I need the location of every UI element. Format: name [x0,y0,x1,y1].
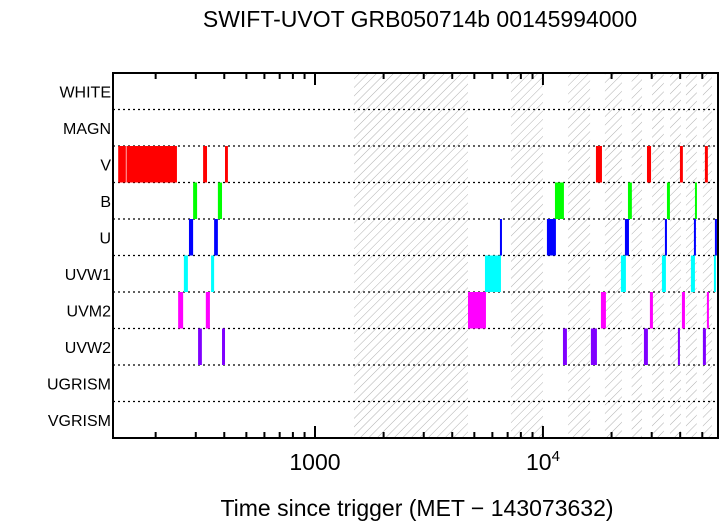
plot-frame [112,72,719,439]
hatched-interval [702,73,712,438]
exposure-bar-v [118,146,126,183]
hatched-interval [354,73,468,438]
exposure-bar-u [188,219,194,256]
hatched-interval [510,73,543,438]
exposure-bar-b [217,182,223,219]
exposure-bar-uvw1 [484,255,501,292]
exposure-bar-uvw2 [198,328,202,365]
exposure-bar-v [225,146,228,183]
exposure-bars [118,146,717,365]
exposure-bar-uvm2 [205,292,210,329]
exposure-bar-uvw1 [183,255,188,292]
exposure-bar-v [646,146,652,183]
exposure-bar-uvm2 [178,292,184,329]
hatched-interval [670,73,681,438]
exposure-bar-uvw2 [562,328,567,365]
row-label-magn: MAGN [63,121,111,138]
exposure-bar-u [499,219,502,256]
exposure-bar-b [554,182,564,219]
exposure-bar-uvw1 [690,255,695,292]
exposure-bar-b [694,182,697,219]
exposure-bar-v [704,146,708,183]
row-label-uvw2: UVW2 [65,340,111,357]
exposure-bar-uvm2 [706,292,709,329]
x-axis-label: Time since trigger (MET − 143073632) [220,495,613,521]
row-label-v: V [100,157,111,174]
exposure-bar-v [203,146,208,183]
hatched-interval [631,73,643,438]
exposure-bar-v [126,146,177,183]
exposure-bar-uvw2 [590,328,597,365]
exposure-bar-u [714,219,717,256]
row-label-vgrism: VGRISM [48,413,111,430]
exposure-bar-uvm2 [649,292,653,329]
exposure-bar-uvw2 [677,328,680,365]
exposure-bar-b [193,182,198,219]
row-labels: WHITE MAGN V B U UVW1 UVM2 UVW2 UGRISM VGRISM [47,84,111,430]
exposure-bar-u [546,219,556,256]
exposure-bar-uvw2 [702,328,706,365]
x-tick-labels: 1000 104 [289,448,560,475]
row-label-uvw1: UVW1 [65,267,111,284]
exposure-bar-uvw1 [661,255,666,292]
x-tick-label: 1000 [289,449,340,475]
exposure-bar-uvm2 [467,292,486,329]
row-label-u: U [99,230,111,247]
exposure-bar-v [679,146,683,183]
x-ticks [154,73,704,438]
exposure-bar-v [595,146,602,183]
exposure-bar-uvw1 [713,255,716,292]
exposure-bar-uvm2 [681,292,685,329]
exposure-bar-uvw2 [222,328,226,365]
x-tick-label: 104 [526,448,560,475]
row-label-b: B [100,194,111,211]
exposure-bar-uvm2 [600,292,606,329]
row-label-uvm2: UVM2 [67,303,112,320]
exposure-bar-u [624,219,629,256]
row-label-ugrism: UGRISM [47,376,111,393]
exposure-bar-u [693,219,696,256]
exposure-bar-uvw2 [643,328,648,365]
chart-title: SWIFT-UVOT GRB050714b 00145994000 [203,6,637,32]
exposure-bar-u [214,219,218,256]
x-tick-label-exponent: 4 [552,448,560,465]
hatched-interval [652,73,664,438]
exposure-bar-b [627,182,632,219]
exposure-bar-uvw1 [211,255,215,292]
exposure-bar-u [664,219,667,256]
exposure-bar-uvw1 [620,255,626,292]
exposure-bar-b [666,182,670,219]
row-label-white: WHITE [59,84,111,101]
